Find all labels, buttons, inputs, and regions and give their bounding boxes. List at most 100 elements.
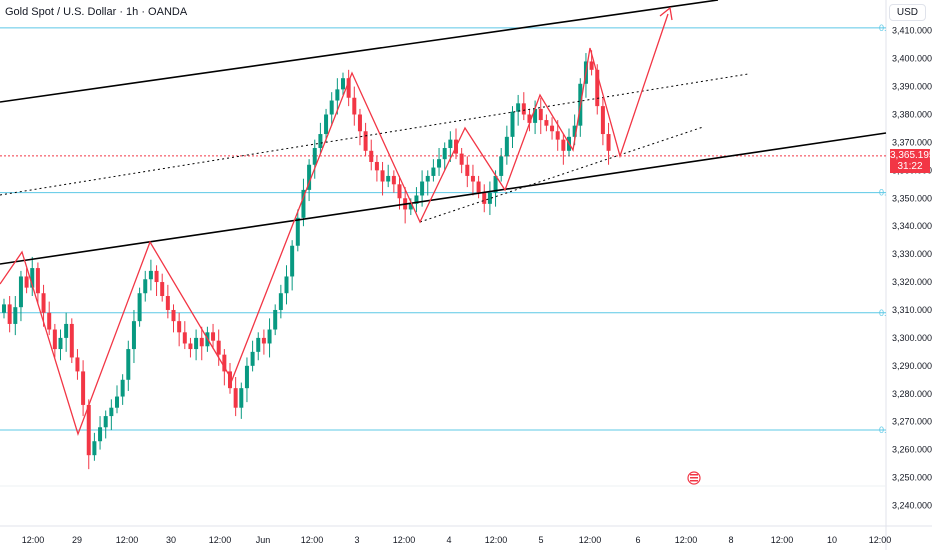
x-tick-label: 12:00 (209, 535, 232, 545)
candle-body (527, 114, 532, 123)
candle-body (103, 416, 108, 428)
y-tick-label: 3,390.000 (892, 82, 932, 92)
last-price-tag: 3,365.195 31:22 (890, 148, 932, 173)
candle-body (561, 139, 566, 151)
y-tick-label: 3,350.000 (892, 193, 932, 203)
candle-body (510, 111, 515, 137)
x-tick-label: 12:00 (393, 535, 416, 545)
candle-body (199, 337, 204, 347)
y-tick-label: 3,370.000 (892, 137, 932, 147)
candle-body (126, 349, 131, 380)
projection-arrowhead (659, 6, 673, 21)
candle-body (211, 332, 216, 341)
x-tick-label: 12:00 (116, 535, 139, 545)
candle-body (47, 312, 52, 330)
candle-body (437, 159, 442, 168)
candle-body (171, 309, 176, 322)
y-tick-label: 3,240.000 (892, 500, 932, 510)
candle-body (92, 441, 97, 456)
candle-body (380, 170, 385, 182)
y-tick-label: 3,260.000 (892, 445, 932, 455)
candle-body (391, 175, 396, 185)
x-tick-label: 3 (354, 535, 359, 545)
y-tick-label: 3,330.000 (892, 249, 932, 259)
candle-body (414, 195, 419, 204)
candle-body (538, 108, 543, 121)
candle-body (115, 396, 119, 408)
x-tick-label: 29 (72, 535, 82, 545)
x-tick-label: 30 (166, 535, 176, 545)
candle-body (357, 114, 362, 132)
candle-body (222, 354, 227, 372)
candle-body (188, 343, 193, 350)
x-tick-label: 5 (538, 535, 543, 545)
candle-body (408, 203, 413, 210)
candle-body (194, 337, 199, 350)
candle-body (606, 134, 611, 151)
candle-body (109, 407, 114, 417)
y-tick-label: 3,270.000 (892, 417, 932, 427)
candle-body (290, 245, 295, 277)
candle-body (521, 103, 526, 115)
candle-body (154, 270, 159, 283)
candle-body (499, 156, 504, 176)
candle-body (487, 192, 492, 204)
fib-level-label: 0. (879, 23, 887, 33)
candle-body (131, 321, 136, 350)
candle-body (250, 351, 255, 366)
candle-body (261, 337, 266, 344)
candle-body (30, 268, 35, 288)
x-tick-label: 12:00 (22, 535, 45, 545)
x-tick-label: Jun (256, 535, 271, 545)
candle-body (267, 329, 272, 344)
candle-body (363, 131, 368, 151)
candle-body (137, 293, 142, 322)
candle-body (86, 404, 91, 456)
last-price-value: 3,365.195 (890, 149, 932, 161)
candle-body (233, 388, 238, 408)
fib-level-label: 0. (879, 425, 887, 435)
candle-body (533, 108, 538, 123)
candle-body (177, 321, 182, 333)
candle-body (35, 268, 40, 294)
channel-lower-line (0, 132, 887, 265)
candle-body (374, 161, 379, 171)
candle-body (595, 69, 600, 107)
candle-body (589, 61, 594, 70)
candle-body (81, 371, 86, 405)
currency-button[interactable]: USD (888, 4, 926, 21)
candle-body (324, 114, 329, 135)
y-tick-label: 3,250.000 (892, 473, 932, 483)
candle-body (52, 329, 57, 350)
candle-body (41, 293, 46, 313)
y-tick-label: 3,400.000 (892, 54, 932, 64)
candle-body (7, 304, 12, 324)
y-tick-label: 3,290.000 (892, 361, 932, 371)
candle-body (216, 340, 221, 355)
x-tick-label: 4 (446, 535, 451, 545)
candle-body (318, 134, 323, 149)
candle-body (69, 323, 74, 358)
event-flag-icon (687, 471, 701, 485)
candle-body (600, 106, 605, 135)
candle-body (442, 148, 447, 160)
y-tick-label: 3,320.000 (892, 277, 932, 287)
candle-body (165, 296, 170, 310)
x-tick-label: 12:00 (485, 535, 508, 545)
candle-body (278, 293, 283, 310)
candle-body (504, 136, 509, 157)
candle-body (120, 379, 125, 397)
y-tick-label: 3,340.000 (892, 221, 932, 231)
candle-body (482, 192, 487, 204)
candle-body (555, 131, 560, 140)
projection-path (0, 13, 669, 437)
candle-body (295, 217, 300, 246)
y-tick-label: 3,380.000 (892, 109, 932, 119)
x-tick-label: 12:00 (869, 535, 892, 545)
fib-level-label: 0. (879, 308, 887, 318)
candle-body (239, 388, 244, 408)
x-tick-label: 12:00 (579, 535, 602, 545)
candle-body (335, 89, 340, 101)
